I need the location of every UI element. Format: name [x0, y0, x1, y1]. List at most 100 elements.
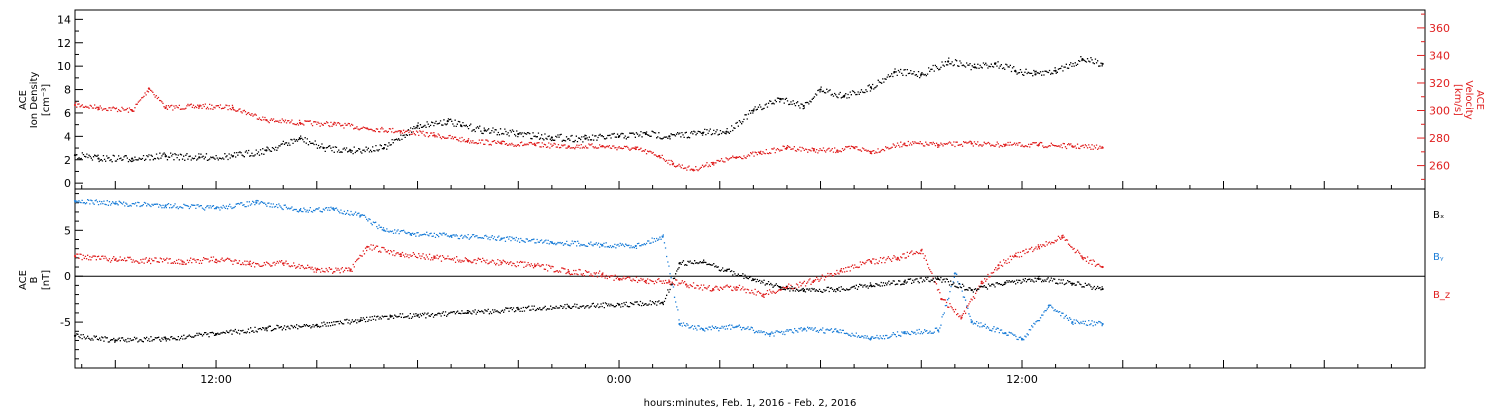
- by-series-point: [255, 201, 258, 204]
- b-axis-ticks: -5 0 5: [60, 193, 83, 360]
- bz-series-dots: [75, 234, 1103, 320]
- by-series-point: [73, 199, 77, 203]
- density-series-point: [802, 104, 805, 108]
- top-panel-frame: [74, 9, 1426, 190]
- b-legend-entry: Bₓ: [1433, 210, 1444, 221]
- bz-series-point: [601, 273, 604, 276]
- density-series-point: [819, 88, 822, 91]
- bz-series-point: [214, 258, 218, 261]
- velocity-axis-label-line1: ACE: [1474, 90, 1485, 110]
- bottom-x-ticks: [81, 360, 1426, 368]
- velocity-series-point: [785, 146, 789, 149]
- velocity-series-point: [231, 106, 234, 109]
- density-tick-label: 6: [64, 107, 71, 120]
- bottom-panel-frame: [74, 188, 1426, 369]
- density-tick-label: 4: [64, 130, 71, 143]
- bz-series-point: [1061, 236, 1064, 239]
- bz-series-point: [644, 279, 647, 282]
- bx-series-dots: [75, 259, 1103, 343]
- velocity-tick-label: 260: [1429, 160, 1450, 173]
- velocity-tick-label: 320: [1429, 77, 1450, 90]
- density-series-point: [416, 124, 419, 127]
- density-series-point: [97, 157, 100, 160]
- velocity-series-point: [298, 121, 302, 125]
- b-axis-label-line1: ACE: [18, 270, 29, 290]
- density-series-point: [550, 136, 553, 139]
- density-series-point: [725, 130, 728, 133]
- bx-series-point: [802, 289, 805, 292]
- velocity-axis-ticks: 260 280 300 320 340 360: [1417, 13, 1450, 180]
- by-series: [73, 198, 1104, 341]
- velocity-series: [73, 87, 1104, 172]
- density-tick-label: 10: [57, 60, 71, 73]
- bz-series-point: [980, 280, 983, 283]
- density-series-point: [130, 157, 134, 160]
- bz-series-point: [1037, 245, 1040, 248]
- velocity-series-dots: [75, 88, 1103, 172]
- b-legend: Bₓ Bᵧ B_z: [1433, 210, 1450, 301]
- bz-series-point: [399, 253, 402, 256]
- bz-series: [73, 234, 1104, 320]
- velocity-series-point: [466, 139, 470, 142]
- x-tick-labels: 12:00 0:00 12:00: [200, 373, 1038, 386]
- bottom-panel: -5 0 5 ACE B [nT] Bₓ Bᵧ B_z: [18, 188, 1450, 369]
- velocity-axis-label-line2: Velocity: [1463, 80, 1474, 119]
- density-series-dots: [75, 56, 1103, 163]
- bx-series-point: [164, 337, 167, 340]
- density-axis-label-line2: Ion Density: [29, 72, 40, 129]
- density-tick-label: 0: [64, 177, 71, 190]
- density-series: [73, 56, 1104, 163]
- b-legend-entry: Bᵧ: [1433, 252, 1444, 263]
- x-tick-label: 0:00: [607, 373, 632, 386]
- bz-series-point: [960, 316, 963, 319]
- b-axis-label-line2: B: [29, 276, 40, 283]
- bx-series-point: [869, 284, 872, 287]
- velocity-series-point: [500, 142, 503, 145]
- density-series-point: [947, 60, 950, 63]
- bottom-series: [73, 198, 1104, 343]
- b-tick-label: 5: [64, 224, 71, 237]
- b-legend-entry: B_z: [1433, 290, 1450, 301]
- velocity-axis-label-line3: [km/s]: [1452, 84, 1463, 116]
- density-series-point: [752, 109, 755, 112]
- density-series-point: [584, 137, 587, 140]
- top-panel: 0 2 4 6 8 10 12 14 260 280 300 320 340 360 ACE Ion D…: [18, 9, 1485, 190]
- density-series-point: [446, 120, 449, 123]
- velocity-series-point: [97, 106, 100, 109]
- x-tick-label: 12:00: [1006, 373, 1038, 386]
- density-tick-label: 12: [57, 37, 71, 50]
- bz-series-point: [997, 264, 1000, 267]
- density-series-point: [920, 73, 923, 76]
- by-series-dots: [75, 198, 1103, 341]
- density-tick-label: 2: [64, 154, 71, 167]
- top-series: [73, 56, 1104, 172]
- bz-series-point: [762, 293, 765, 296]
- bz-series-point: [181, 260, 184, 263]
- density-axis-label-line1: ACE: [18, 90, 29, 110]
- velocity-series-point: [936, 143, 940, 147]
- b-axis-label-line3: [nT]: [41, 270, 52, 290]
- velocity-series-point: [711, 161, 715, 164]
- velocity-series-point: [73, 103, 77, 107]
- velocity-tick-label: 340: [1429, 49, 1450, 62]
- top-x-ticks: [81, 181, 1426, 189]
- bz-series-point: [315, 268, 318, 271]
- bx-series-point: [903, 280, 906, 283]
- velocity-series-point: [198, 105, 201, 108]
- velocity-tick-label: 280: [1429, 132, 1450, 145]
- bx-series: [73, 259, 1104, 343]
- bz-series-point: [349, 269, 352, 272]
- velocity-series-point: [869, 150, 872, 153]
- by-series-point: [1101, 322, 1104, 326]
- density-axis-ticks: 0 2 4 6 8 10 12 14: [57, 13, 83, 190]
- density-tick-label: 14: [57, 13, 71, 26]
- by-series-point: [903, 332, 906, 335]
- b-tick-label: -5: [60, 316, 71, 329]
- bz-series-point: [735, 286, 738, 289]
- b-tick-label: 0: [64, 270, 71, 283]
- x-tick-label: 12:00: [200, 373, 232, 386]
- density-tick-label: 8: [64, 84, 71, 97]
- density-series-point: [1054, 69, 1057, 72]
- bx-series-point: [1037, 277, 1040, 281]
